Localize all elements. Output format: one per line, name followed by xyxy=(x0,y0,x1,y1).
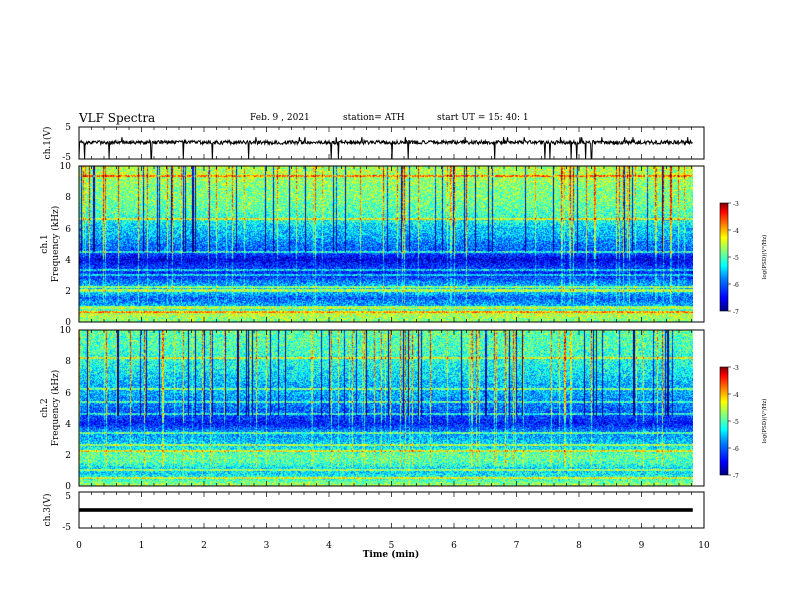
ch2-freq-tick: 0 xyxy=(65,482,71,492)
ch1-colorbar-label: log(PSD)(V²/Hz) xyxy=(761,235,768,280)
time-tick-label: 10 xyxy=(698,541,710,551)
ch1-freq-tick: 4 xyxy=(65,256,71,266)
ch2-freq-tick: 4 xyxy=(65,420,71,430)
time-tick-label: 0 xyxy=(76,541,82,551)
ch3-axis-ticks xyxy=(78,492,705,528)
ch1-freq-tick: 2 xyxy=(65,287,71,297)
ch2-spectrogram-panel: 10 8 6 4 2 0 ch.2 Frequency (kHz) xyxy=(40,326,705,492)
ch1-channel-label: ch.1 xyxy=(40,234,50,253)
date-label: Feb. 9 , 2021 xyxy=(250,113,310,123)
ch2-freq-tick: 10 xyxy=(60,326,72,336)
ch2-channel-label: ch.2 xyxy=(40,398,50,417)
station-label: station= ATH xyxy=(343,113,405,123)
ch2-freq-tick: 6 xyxy=(65,389,71,399)
ch3-ytick-top: 5 xyxy=(65,492,71,502)
time-tick-label: 7 xyxy=(514,541,520,551)
ch2-freq-tick: 8 xyxy=(65,357,71,367)
time-tick-label: 9 xyxy=(639,541,645,551)
ch1-colorbar-tick: -5 xyxy=(733,255,739,262)
ch2-colorbar-label: log(PSD)(V²/Hz) xyxy=(761,399,768,444)
time-tick-label: 5 xyxy=(389,541,395,551)
ch1-freq-tick: 6 xyxy=(65,225,71,235)
chart-title: VLF Spectra xyxy=(79,111,156,125)
ch1-frequency-ylabel: Frequency (kHz) xyxy=(50,206,61,283)
ch1-freq-tick: 10 xyxy=(60,162,72,172)
ch3-voltage-ylabel: ch.3(V) xyxy=(42,494,53,527)
ch1-colorbar-tick: -6 xyxy=(733,282,739,289)
ch1-colorbar-tick: -7 xyxy=(733,309,739,316)
ch1-colorbar-tick: -4 xyxy=(733,228,739,235)
time-tick-label: 8 xyxy=(576,541,582,551)
ch2-freq-tick: 2 xyxy=(65,451,71,461)
time-tick-label: 1 xyxy=(139,541,145,551)
ch3-voltage-trace xyxy=(79,508,693,512)
ch1-freq-tick: 0 xyxy=(65,318,71,328)
time-tick-label: 2 xyxy=(201,541,207,551)
time-axis-label: Time (min) xyxy=(363,549,420,560)
ch1-spectrogram-panel: 10 8 6 4 2 0 ch.1 Frequency (kHz) xyxy=(40,162,705,328)
time-tick-label: 3 xyxy=(264,541,270,551)
time-tick-label: 6 xyxy=(451,541,457,551)
ch2-colorbar: -3 -4 -5 -6 -7 log(PSD)(V²/Hz) xyxy=(719,365,768,480)
ch1-spectrogram-ticks xyxy=(78,166,705,322)
ch1-colorbar-tick: -3 xyxy=(733,201,739,208)
ch2-colorbar-tick: -4 xyxy=(733,392,739,399)
ch3-voltage-panel: 5 -5 ch.3(V) xyxy=(42,491,705,533)
ch1-voltage-trace xyxy=(78,137,693,160)
ch2-colorbar-tick: -3 xyxy=(733,365,739,372)
ch1-colorbar: -3 -4 -5 -6 -7 log(PSD)(V²/Hz) xyxy=(719,201,768,316)
ch2-colorbar-tick: -5 xyxy=(733,419,739,426)
ch1-voltage-panel: 5 -5 ch.1(V) xyxy=(42,123,705,163)
ch1-ytick-top: 5 xyxy=(65,123,71,133)
ch1-spectrogram-heatmap xyxy=(79,166,693,322)
time-axis-tick-labels: 0 1 2 3 4 5 6 7 8 9 10 xyxy=(76,541,710,551)
ch2-frequency-ylabel: Frequency (kHz) xyxy=(50,370,61,447)
ch2-colorbar-tick: -7 xyxy=(733,473,739,480)
ch1-voltage-ylabel: ch.1(V) xyxy=(42,127,53,160)
ch2-spectrogram-ticks xyxy=(78,330,705,486)
time-tick-label: 4 xyxy=(326,541,332,551)
ch1-freq-tick: 8 xyxy=(65,193,71,203)
ch1-axis-ticks xyxy=(78,127,705,159)
ch2-spectrogram-heatmap xyxy=(79,330,693,486)
start-time-label: start UT = 15: 40: 1 xyxy=(437,113,529,123)
ch3-ytick-bottom: -5 xyxy=(62,523,71,533)
ch2-colorbar-tick: -6 xyxy=(733,446,739,453)
ch1-ytick-bottom: -5 xyxy=(62,153,71,163)
